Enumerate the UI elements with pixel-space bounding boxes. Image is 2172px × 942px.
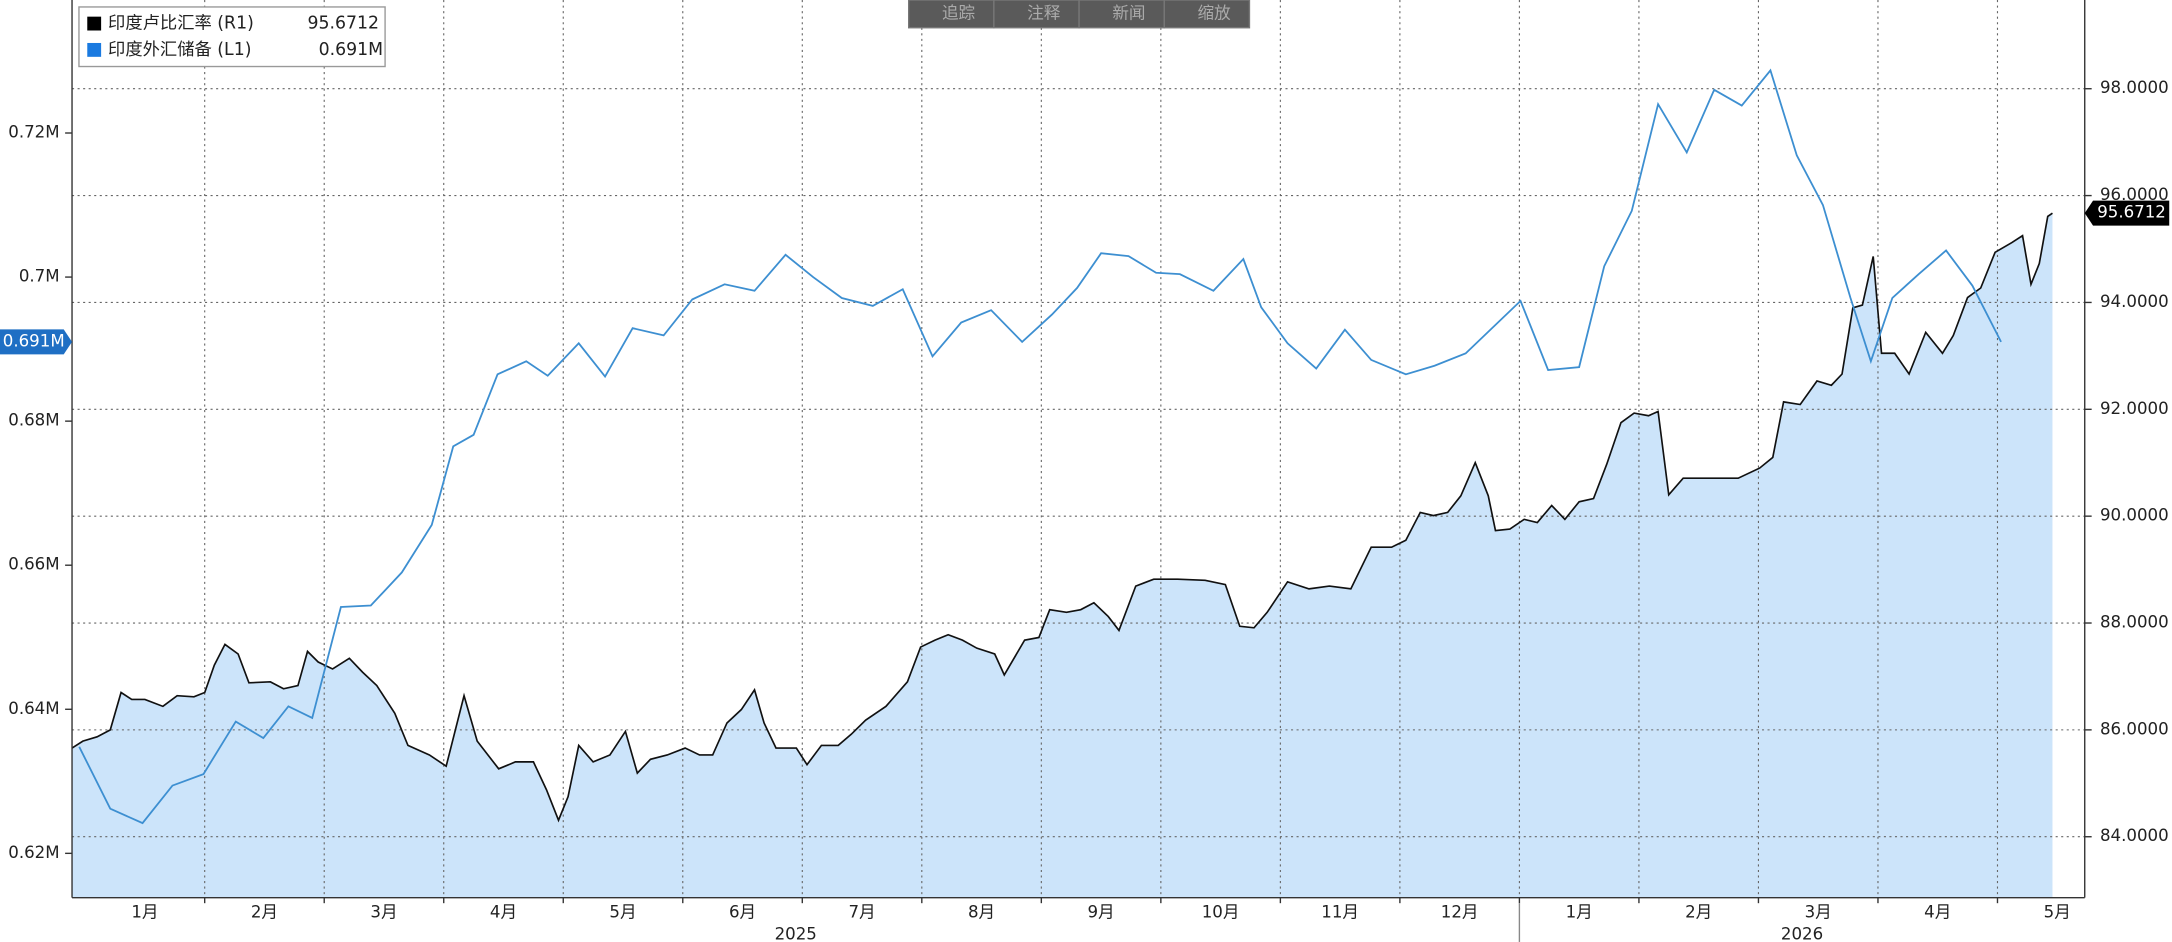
- y2-tick-label: 96.0000: [2100, 185, 2169, 204]
- toolbar-label[interactable]: 新闻: [1112, 3, 1145, 22]
- value-tag: [2084, 200, 2170, 226]
- y2-tick-label: 94.0000: [2100, 292, 2169, 311]
- x-tick-label: 1月: [131, 902, 158, 921]
- legend-value: 0.691M: [319, 40, 383, 60]
- y2-tick-label: 84.0000: [2100, 826, 2169, 845]
- toolbar-button[interactable]: [1078, 0, 1165, 29]
- toolbar-button[interactable]: [993, 0, 1080, 29]
- x-tick-label: 5月: [2044, 902, 2071, 921]
- x-tick-label: 3月: [370, 902, 397, 921]
- toolbar-button[interactable]: [1163, 0, 1251, 29]
- x-tick-label: 5月: [609, 902, 636, 921]
- x-tick-label: 10月: [1202, 902, 1240, 921]
- x-tick-label: 3月: [1805, 902, 1832, 921]
- x-tick-label: 4月: [490, 902, 517, 921]
- legend-label: 印度外汇储备 (L1): [108, 40, 251, 60]
- value-tag-label: 0.691M: [3, 331, 65, 350]
- legend-swatch: [87, 16, 102, 31]
- value-tag: [0, 329, 73, 355]
- series-line: [71, 212, 2053, 823]
- y2-tick-label: 92.0000: [2100, 399, 2169, 418]
- x-tick-label: 1月: [1566, 902, 1593, 921]
- y2-tick-label: 90.0000: [2100, 506, 2169, 525]
- y-tick-label: 0.62M: [8, 843, 59, 862]
- x-tick-label: 4月: [1924, 902, 1951, 921]
- y2-tick-label: 86.0000: [2100, 719, 2169, 738]
- value-tag-label: 95.6712: [2097, 203, 2166, 222]
- x-tick-label: 12月: [1441, 902, 1479, 921]
- x-tick-label: 9月: [1087, 902, 1114, 921]
- y-tick-label: 0.68M: [8, 411, 59, 430]
- y-tick-label: 0.64M: [8, 699, 59, 718]
- legend-label: 印度卢比汇率 (R1): [108, 14, 254, 34]
- legend-box: [78, 6, 386, 68]
- y2-tick-label: 88.0000: [2100, 613, 2169, 632]
- y-tick-label: 0.66M: [8, 555, 59, 574]
- y-tick-label: 0.7M: [19, 267, 60, 286]
- legend-value: 95.6712: [308, 14, 380, 34]
- x-tick-label: 6月: [729, 902, 756, 921]
- x-tick-label: 8月: [968, 902, 995, 921]
- x-tick-label: 7月: [848, 902, 875, 921]
- series-line: [78, 68, 2002, 825]
- year-label: 2025: [775, 925, 817, 942]
- year-label: 2026: [1781, 925, 1823, 942]
- toolbar-label[interactable]: 追踪: [942, 3, 976, 22]
- x-tick-label: 11月: [1321, 902, 1359, 921]
- x-tick-label: 2月: [1685, 902, 1712, 921]
- legend-swatch: [87, 42, 102, 57]
- series-area: [72, 213, 2053, 898]
- y-tick-label: 0.72M: [8, 123, 59, 142]
- y2-tick-label: 98.0000: [2100, 78, 2169, 97]
- x-tick-label: 2月: [251, 902, 278, 921]
- toolbar-label[interactable]: 缩放: [1198, 3, 1232, 22]
- toolbar-label[interactable]: 注释: [1027, 3, 1061, 22]
